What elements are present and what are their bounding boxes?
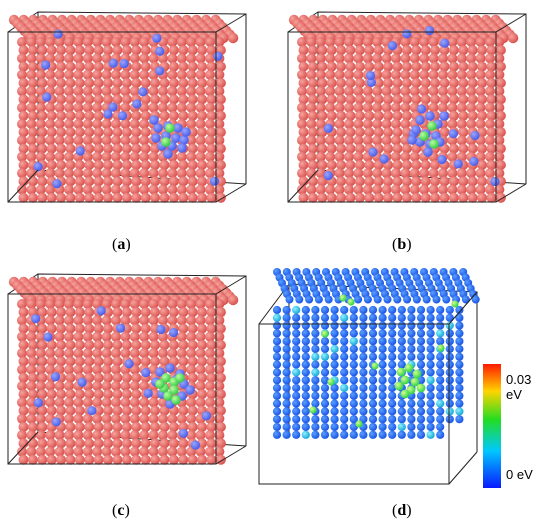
- simulation-box-front: [258, 291, 478, 485]
- panel-b: [280, 0, 535, 220]
- energy-colored-atoms: [272, 268, 480, 439]
- panel-d: [255, 262, 480, 487]
- atom-box-render-a: [7, 11, 247, 203]
- caption-b: (b): [392, 236, 412, 253]
- colorbar-top-label: 0.03 eV: [506, 372, 532, 402]
- atom-spheres: [8, 14, 239, 203]
- panel-a: [0, 0, 255, 220]
- atom-spheres: [288, 14, 519, 203]
- atom-box-render-d: [258, 268, 480, 485]
- caption-d: (d): [392, 502, 412, 519]
- atom-box-render-b: [287, 11, 527, 203]
- simulation-box-front: [7, 275, 247, 465]
- energy-colorbar: [483, 364, 501, 488]
- simulation-box-front: [287, 13, 527, 203]
- caption-c: (c): [112, 502, 130, 519]
- simulation-box-frame: [258, 283, 478, 452]
- simulation-box-front: [7, 13, 247, 203]
- colorbar-bottom-label: 0 eV: [506, 467, 533, 482]
- atom-box-render-c: [7, 273, 247, 465]
- atom-spheres: [8, 276, 239, 465]
- caption-a: (a): [112, 236, 131, 253]
- panel-c: [0, 262, 255, 482]
